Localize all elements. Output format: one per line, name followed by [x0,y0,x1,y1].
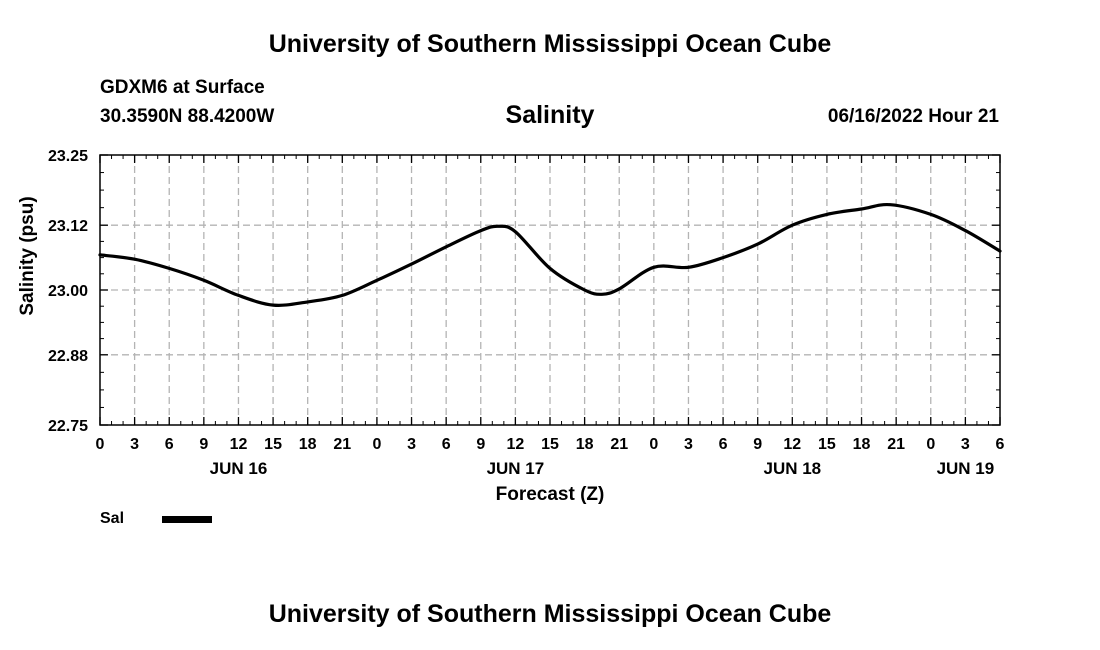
date-label: JUN 16 [210,459,268,478]
x-tick-label: 9 [476,436,485,453]
date-label: JUN 18 [763,459,821,478]
x-tick-label: 18 [576,436,594,453]
x-tick-label: 12 [506,436,524,453]
y-axis-label: Salinity (psu) [17,196,38,315]
x-tick-label: 18 [853,436,871,453]
x-tick-label: 6 [165,436,174,453]
series-layer [98,202,1002,307]
x-tick-label: 9 [753,436,762,453]
x-axis-label: Forecast (Z) [496,484,605,505]
chart-title: Salinity [505,101,595,129]
run-time-label: 06/16/2022 Hour 21 [827,106,999,127]
legend-swatch-sal [162,516,212,523]
coordinates-label: 30.3590N 88.4200W [100,106,275,127]
x-tick-label: 21 [610,436,628,453]
x-tick-label: 6 [719,436,728,453]
x-tick-label: 0 [372,436,381,453]
x-tick-label: 3 [407,436,416,453]
x-tick-label: 6 [442,436,451,453]
station-label: GDXM6 at Surface [100,77,265,98]
x-tick-label: 3 [130,436,139,453]
x-tick-label: 0 [649,436,658,453]
x-tick-label: 3 [961,436,970,453]
x-tick-label: 15 [541,436,559,453]
y-tick-label: 23.00 [48,283,88,300]
x-tick-label: 15 [818,436,836,453]
axis-ticks: 0 3 6 9 12 15 18 21 0 3 6 9 12 15 18 21 0 3 6 9 12 15 18 21 0 3 6 2… [48,148,1005,478]
y-tick-label: 22.88 [48,348,88,365]
x-tick-label: 3 [684,436,693,453]
x-tick-label: 12 [230,436,248,453]
x-tick-label: 21 [887,436,905,453]
header-title: University of Southern Mississippi Ocean… [268,30,832,58]
date-label: JUN 19 [937,459,995,478]
x-tick-label: 12 [783,436,801,453]
series-line-sal [98,202,1002,307]
date-label: JUN 17 [487,459,545,478]
x-tick-label: 0 [96,436,105,453]
x-tick-label: 6 [996,436,1005,453]
x-tick-label: 21 [333,436,351,453]
y-tick-label: 22.75 [48,418,88,435]
legend-label-sal: Sal [100,510,125,527]
x-tick-label: 18 [299,436,317,453]
y-tick-label: 23.12 [48,218,88,235]
x-tick-label: 15 [264,436,282,453]
x-tick-label: 9 [199,436,208,453]
x-tick-label: 0 [926,436,935,453]
y-tick-label: 23.25 [48,148,88,165]
grid-lines [100,155,1000,425]
footer-title: University of Southern Mississippi Ocean… [268,600,832,628]
